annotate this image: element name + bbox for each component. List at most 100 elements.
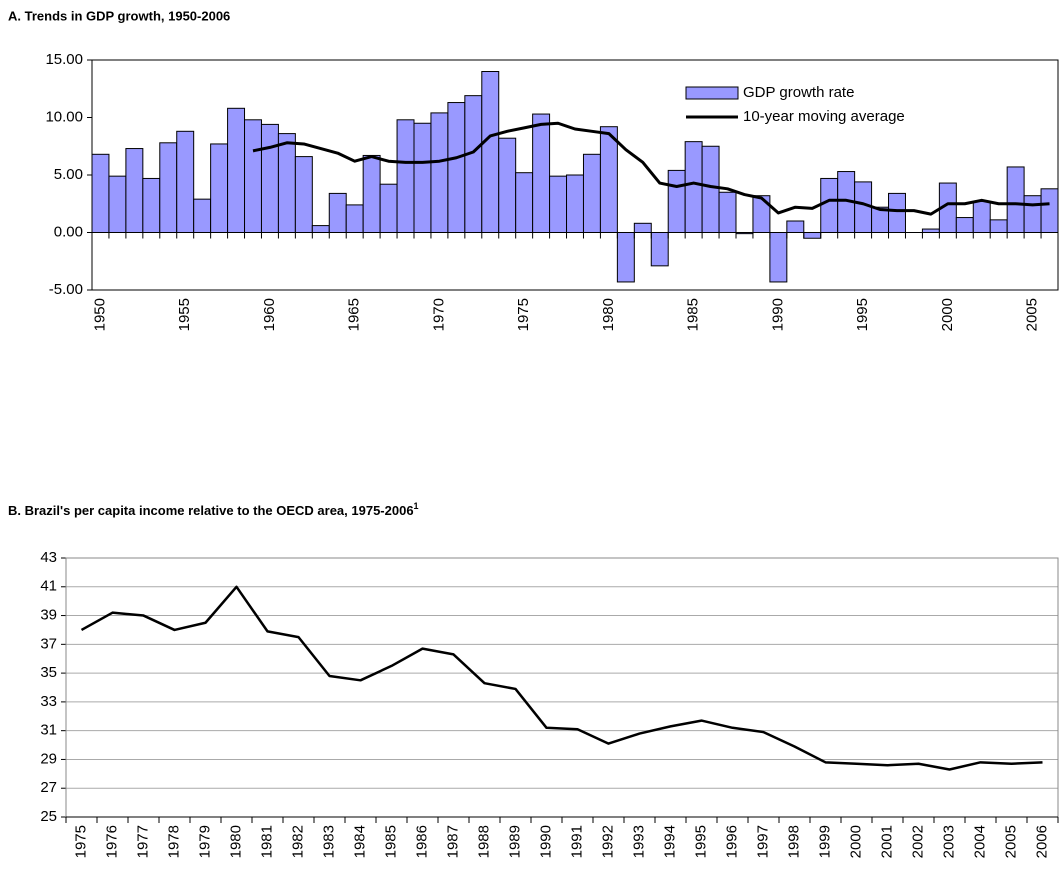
bar xyxy=(718,191,737,233)
y-tick-label: 10.00 xyxy=(45,108,83,125)
bar xyxy=(616,232,635,283)
x-tick-label: 1982 xyxy=(289,825,306,858)
line xyxy=(252,121,1050,216)
x-tick-label: 1997 xyxy=(754,825,771,858)
bar xyxy=(277,133,296,234)
x-tick-label: 2004 xyxy=(971,825,988,858)
bar xyxy=(294,156,313,234)
bar xyxy=(515,172,534,233)
bar xyxy=(481,71,500,233)
x-tick-label: 1981 xyxy=(258,825,275,858)
x-tick-label: 2000 xyxy=(939,298,956,331)
bar xyxy=(193,198,212,233)
y-tick-label: -5.00 xyxy=(49,281,83,298)
bar xyxy=(430,112,449,233)
y-tick-label: 37 xyxy=(40,635,57,652)
x-tick-label: 1990 xyxy=(537,825,554,858)
x-tick-label: 2006 xyxy=(1033,825,1050,858)
bar xyxy=(396,119,415,233)
y-tick-label: 25 xyxy=(40,808,57,825)
bar xyxy=(972,200,991,233)
legend-label: 10-year moving average xyxy=(743,108,905,125)
bar xyxy=(311,225,330,234)
bar xyxy=(566,174,584,233)
bar xyxy=(532,113,551,233)
bar xyxy=(549,175,568,233)
bar xyxy=(159,142,178,233)
chart-title-text: B. Brazil's per capita income relative t… xyxy=(8,503,414,518)
bar xyxy=(498,137,517,233)
bar xyxy=(989,219,1008,234)
x-tick-label: 2005 xyxy=(1024,298,1041,331)
x-tick-label: 1993 xyxy=(630,825,647,858)
bar xyxy=(379,183,398,233)
x-tick-label: 1984 xyxy=(351,825,368,858)
bar xyxy=(684,141,703,233)
x-tick-label: 1991 xyxy=(568,825,585,858)
legend-swatch xyxy=(685,86,739,100)
x-tick-label: 1976 xyxy=(103,825,120,858)
x-tick-label: 1999 xyxy=(816,825,833,858)
bar xyxy=(769,232,788,283)
x-tick-label: 1994 xyxy=(661,825,678,858)
x-tick-label: 1998 xyxy=(785,825,802,858)
title-note: 1 xyxy=(414,501,419,511)
x-tick-label: 1988 xyxy=(475,825,492,858)
y-tick-label: 0.00 xyxy=(54,223,83,240)
x-tick-label: 1987 xyxy=(444,825,461,858)
x-tick-label: 1977 xyxy=(134,825,151,858)
y-tick-label: 35 xyxy=(40,664,57,681)
y-tick-label: 43 xyxy=(40,549,57,566)
x-tick-label: 1995 xyxy=(692,825,709,858)
x-tick-label: 2000 xyxy=(847,825,864,858)
x-tick-label: 1983 xyxy=(320,825,337,858)
x-tick-label: 1985 xyxy=(685,298,702,331)
bar xyxy=(260,123,279,233)
bar xyxy=(599,126,618,233)
x-tick-label: 1975 xyxy=(515,298,532,331)
x-tick-label: 1979 xyxy=(196,825,213,858)
y-tick-label: 39 xyxy=(40,607,57,624)
y-tick-label: 5.00 xyxy=(54,166,83,183)
bar xyxy=(176,130,195,233)
x-tick-label: 1985 xyxy=(382,825,399,858)
x-tick-label: 1980 xyxy=(600,298,617,331)
bar xyxy=(1023,195,1042,233)
x-tick-label: 1978 xyxy=(165,825,182,858)
bar xyxy=(1006,166,1025,233)
bar xyxy=(447,102,466,233)
y-tick-label: 29 xyxy=(40,750,57,767)
bar xyxy=(345,204,364,233)
x-tick-label: 1980 xyxy=(227,825,244,858)
bar xyxy=(210,143,229,233)
x-tick-label: 1960 xyxy=(261,298,278,331)
bar xyxy=(650,232,669,267)
y-tick-label: 33 xyxy=(40,693,57,710)
x-tick-label: 2005 xyxy=(1002,825,1019,858)
bar xyxy=(108,175,127,233)
y-tick-label: 41 xyxy=(40,578,57,595)
bar xyxy=(820,177,839,233)
bar xyxy=(413,122,432,233)
x-tick-label: 1990 xyxy=(769,298,786,331)
x-tick-label: 1986 xyxy=(413,825,430,858)
x-tick-label: 1950 xyxy=(91,298,108,331)
chart-title: A. Trends in GDP growth, 1950-2006 xyxy=(8,8,230,23)
y-tick-label: 15.00 xyxy=(45,51,83,68)
bar xyxy=(1040,188,1059,234)
x-tick-label: 2003 xyxy=(940,825,957,858)
bar xyxy=(328,192,347,233)
x-tick-label: 1989 xyxy=(506,825,523,858)
x-tick-label: 1965 xyxy=(346,298,363,331)
x-tick-label: 1975 xyxy=(72,825,89,858)
bar xyxy=(142,177,161,233)
bar xyxy=(752,195,771,233)
bar xyxy=(633,222,652,234)
x-tick-label: 1995 xyxy=(854,298,871,331)
x-tick-label: 1970 xyxy=(430,298,447,331)
legend-label: GDP growth rate xyxy=(743,84,854,101)
line xyxy=(80,585,1043,771)
bar xyxy=(803,232,822,239)
